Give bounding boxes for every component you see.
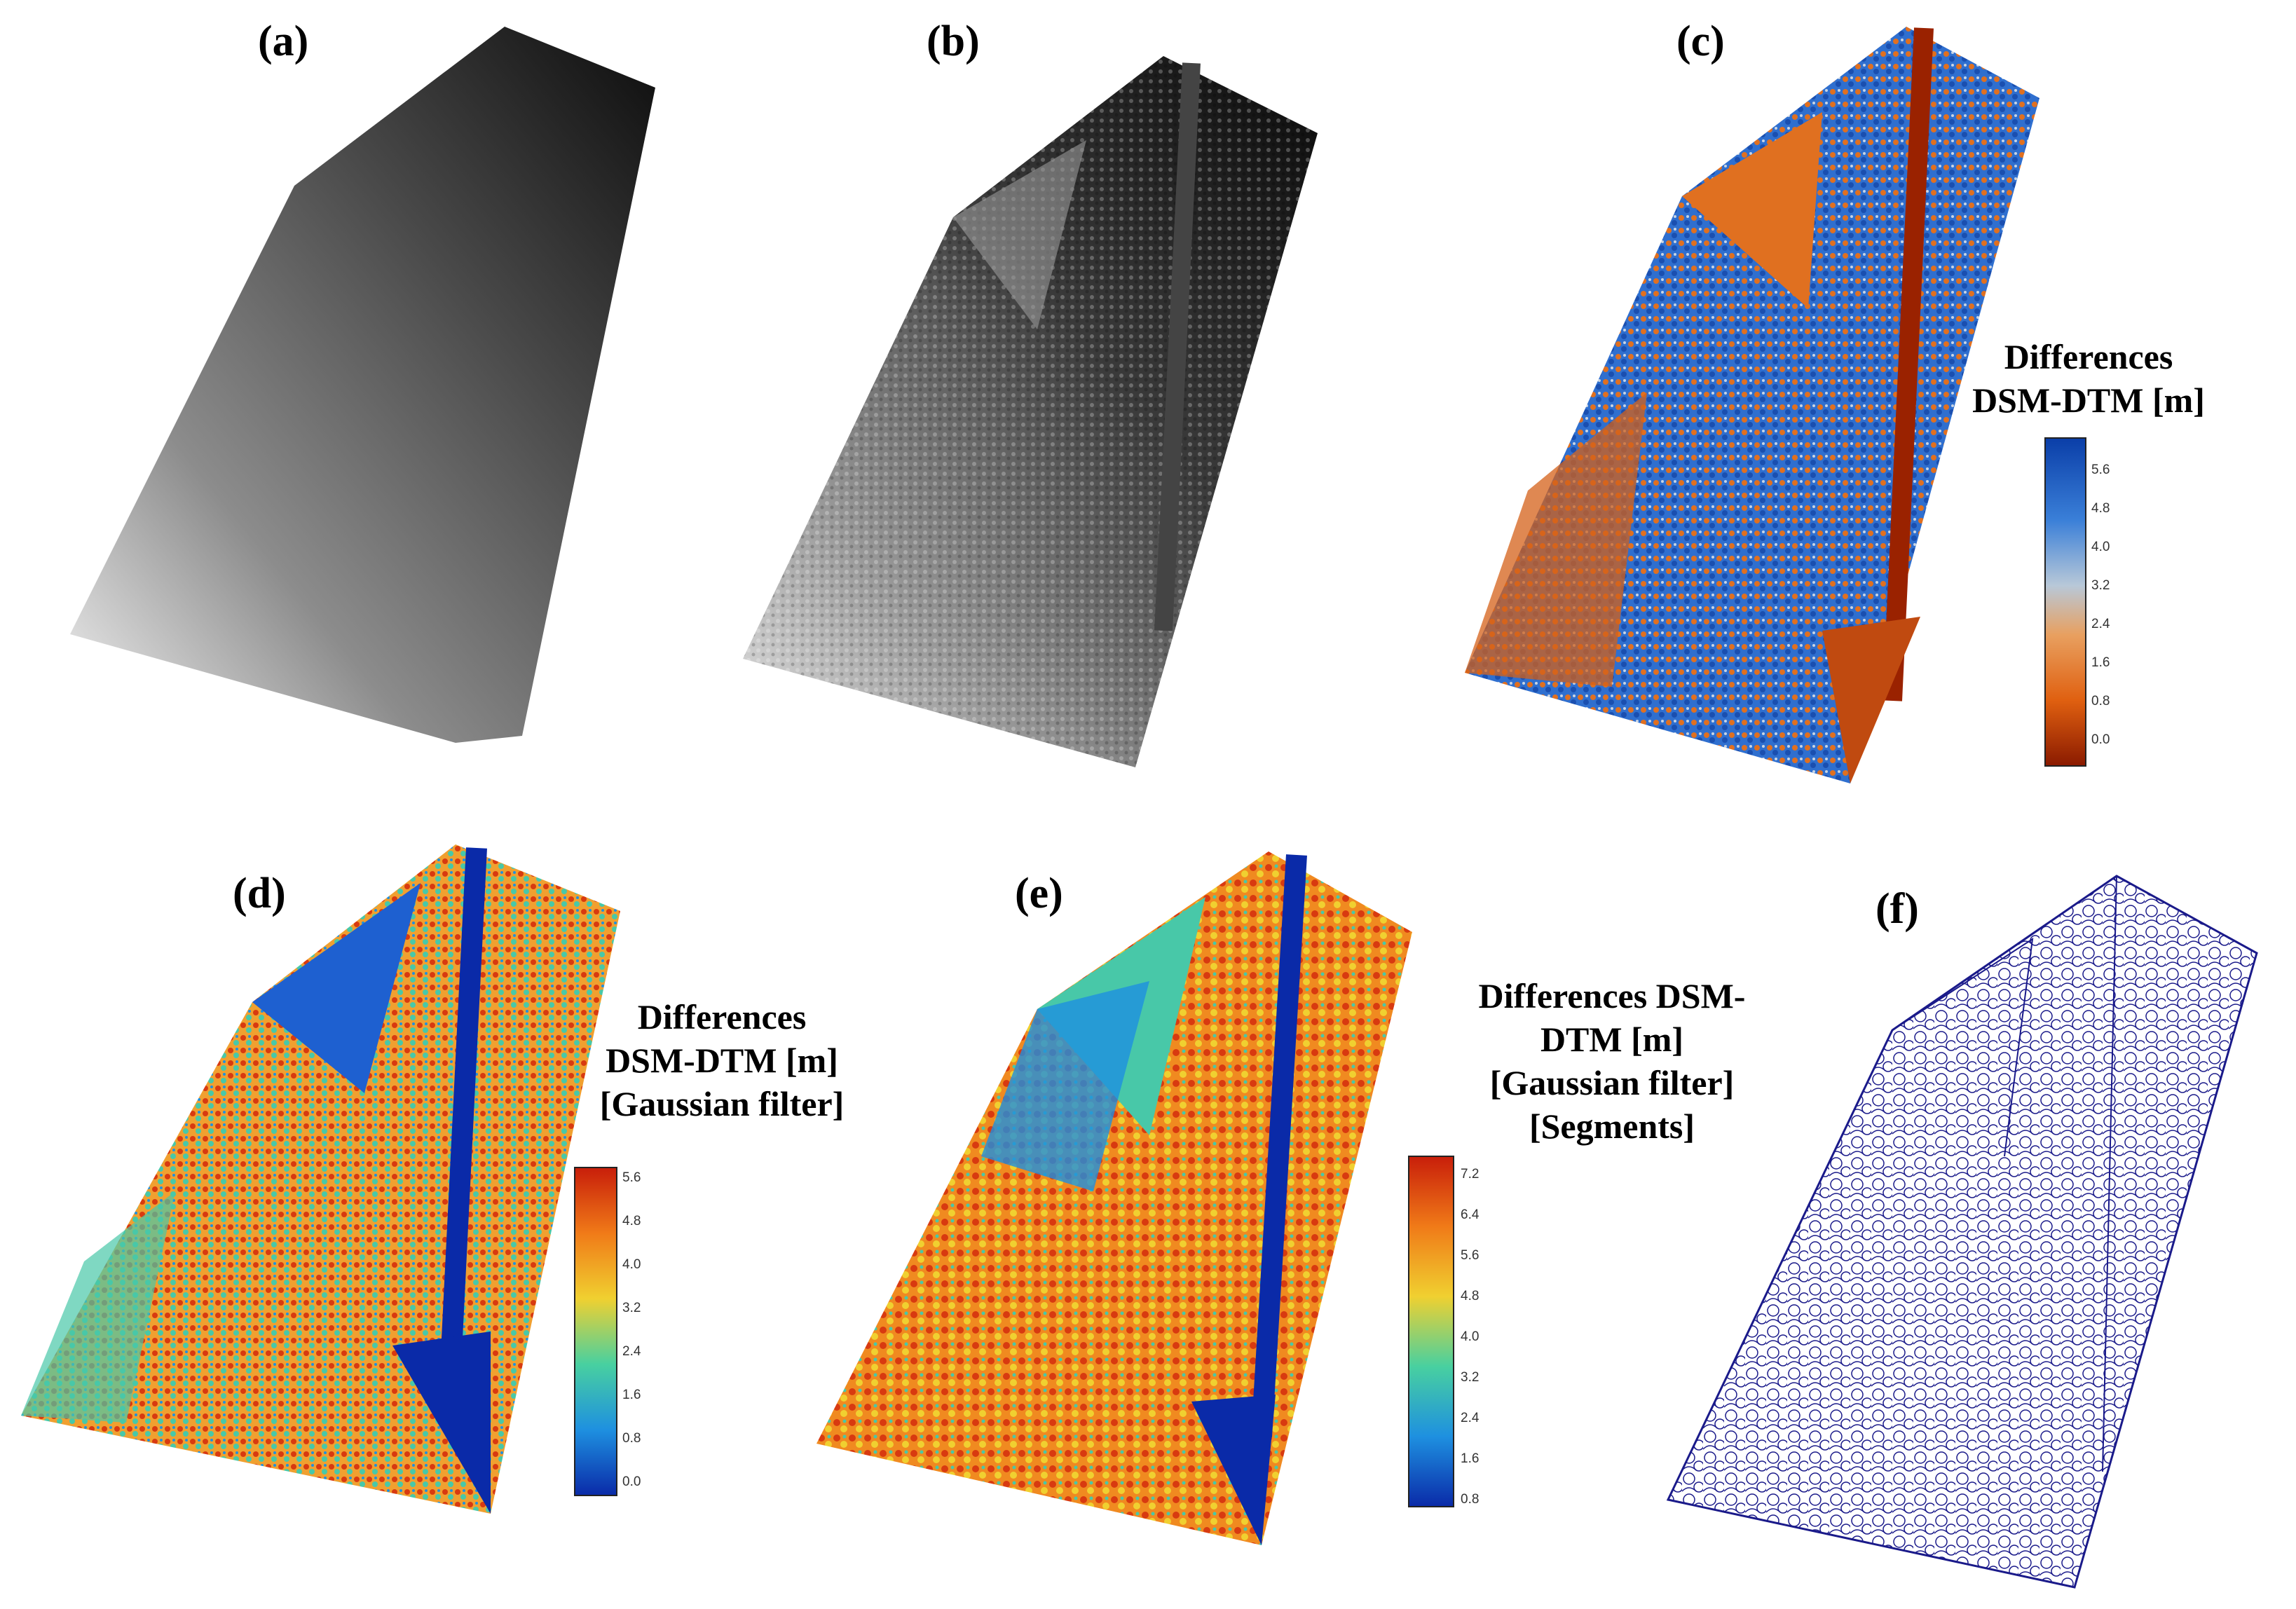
legend-c-tick: 4.8 [2091, 501, 2110, 516]
legend-c-tick: 0.0 [2091, 732, 2110, 747]
legend-c-tick: 0.8 [2091, 694, 2110, 708]
legend-e-tick: 2.4 [1461, 1411, 1480, 1425]
legend-e-tick: 6.4 [1461, 1207, 1480, 1222]
panel-label-f: (f) [1875, 885, 1919, 933]
legend-d-title-line-3: [Gaussian filter] [599, 1084, 845, 1123]
panel-e-map [816, 851, 1412, 1545]
legend-e-colorramp [1408, 1156, 1454, 1507]
legend-c-colorramp [2044, 437, 2086, 767]
panel-c-map [1465, 27, 2039, 783]
panel-a-map [70, 27, 655, 743]
legend-c-tick: 2.4 [2091, 617, 2110, 631]
legend-e-tick: 1.6 [1461, 1451, 1480, 1466]
legend-c-title: Differences DSM-DTM [m] [1878, 335, 2296, 422]
legend-d-colorramp [574, 1167, 617, 1496]
legend-e-title-line-3: [Gaussian filter] [1489, 1063, 1735, 1102]
panel-label-a: (a) [258, 18, 309, 65]
legend-c-tick: 1.6 [2091, 655, 2110, 670]
legend-d-tick: 1.6 [622, 1388, 641, 1402]
panel-label-c: (c) [1676, 18, 1725, 65]
legend-d-tick: 0.8 [622, 1431, 641, 1446]
legend-d-tick: 4.8 [622, 1214, 641, 1228]
panel-d-map [21, 844, 620, 1514]
legend-c-title-line-2: DSM-DTM [m] [1972, 381, 2205, 420]
panel-b-map [743, 56, 1318, 767]
legend-c-title-line-1: Differences [2004, 337, 2173, 376]
legend-e-title: Differences DSM- DTM [m] [Gaussian filte… [1423, 974, 1801, 1148]
legend-d-title-line-2: DSM-DTM [m] [606, 1041, 838, 1080]
legend-d-tick: 2.4 [622, 1344, 641, 1359]
legend-e-tick: 4.0 [1461, 1329, 1480, 1344]
legend-d-tick: 0.0 [622, 1474, 641, 1489]
panel-f-map [1666, 875, 2258, 1589]
panel-label-b: (b) [927, 18, 980, 65]
panel-label-e: (e) [1015, 870, 1063, 917]
legend-e-title-line-4: [Segments] [1529, 1107, 1695, 1146]
legend-e-tick: 5.6 [1461, 1248, 1480, 1263]
legend-d-tick: 5.6 [622, 1170, 641, 1185]
legend-d-tick: 4.0 [622, 1257, 641, 1272]
legend-d-title: Differences DSM-DTM [m] [Gaussian filter… [561, 995, 883, 1125]
legend-e-tick: 7.2 [1461, 1167, 1480, 1182]
legend-e-tick: 0.8 [1461, 1492, 1480, 1507]
legend-e-title-line-2: DTM [m] [1540, 1020, 1684, 1059]
legend-c-tick: 5.6 [2091, 463, 2110, 477]
legend-e-tick: 3.2 [1461, 1370, 1480, 1385]
legend-d-title-line-1: Differences [637, 997, 807, 1036]
legend-e-title-line-1: Differences DSM- [1478, 976, 1746, 1015]
panel-label-d: (d) [233, 870, 286, 917]
legend-c-tick: 3.2 [2091, 578, 2110, 593]
legend-c-tick: 4.0 [2091, 540, 2110, 554]
legend-e-tick: 4.8 [1461, 1289, 1480, 1303]
legend-d-tick: 3.2 [622, 1301, 641, 1315]
